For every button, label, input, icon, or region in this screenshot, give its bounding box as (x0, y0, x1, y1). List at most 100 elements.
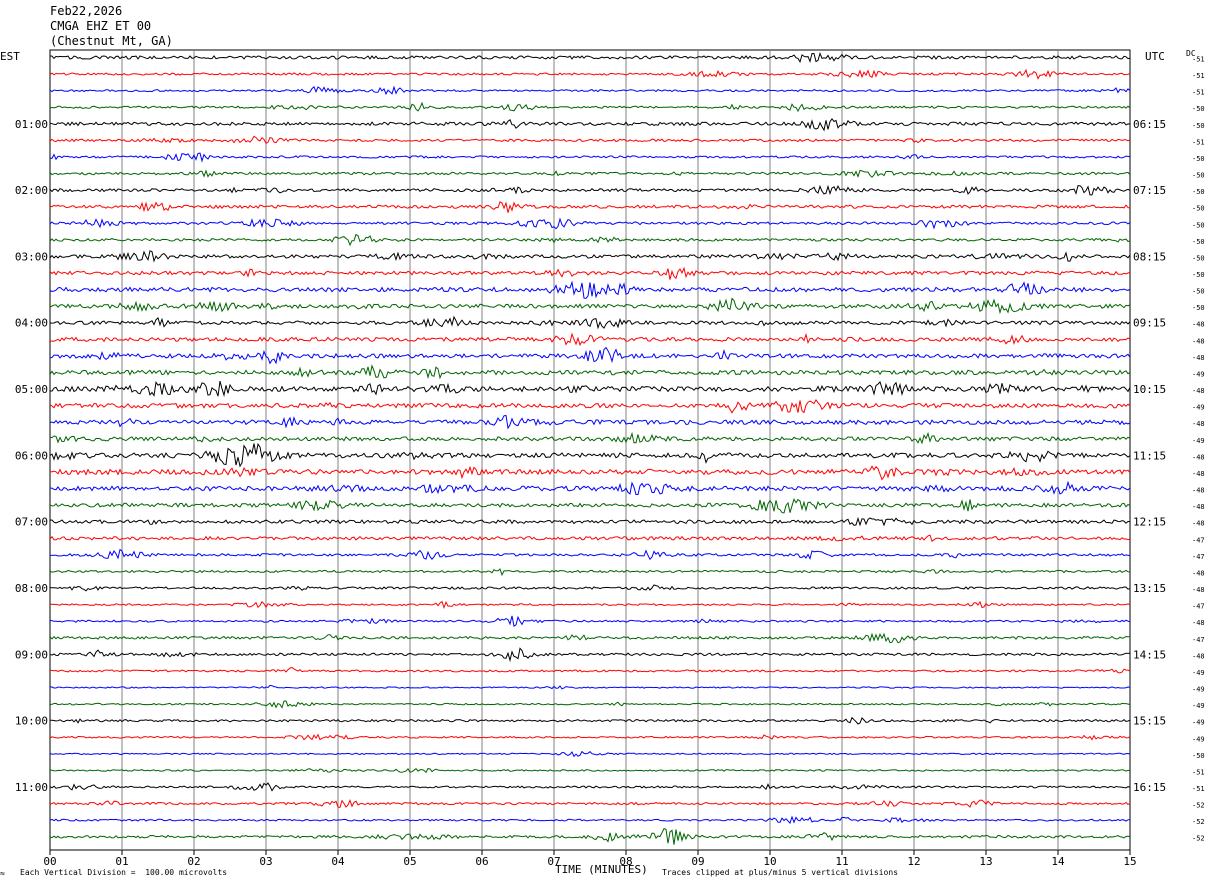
x-tick-label: 11 (835, 855, 848, 868)
right-hour-label: 12:15 (1133, 516, 1166, 529)
x-tick-label: 10 (763, 855, 776, 868)
dc-offset-label: -50 (1192, 155, 1205, 163)
left-hour-label: 09:00 (15, 648, 48, 661)
header-station: CMGA EHZ ET 00 (50, 19, 152, 33)
dc-offset-label: -51 (1192, 55, 1205, 63)
seismic-trace (49, 135, 1131, 144)
x-tick-label: 13 (979, 855, 992, 868)
dc-offset-label: -48 (1192, 321, 1205, 329)
dc-offset-label: -50 (1192, 304, 1205, 312)
seismic-trace (49, 332, 1131, 347)
right-hour-label: 08:15 (1133, 250, 1166, 263)
seismic-trace (49, 117, 1131, 132)
dc-offset-label: -51 (1192, 785, 1205, 793)
dc-offset-label: -50 (1192, 105, 1205, 113)
seismic-trace (49, 600, 1131, 609)
dc-offset-label: -48 (1192, 503, 1205, 511)
seismic-trace (49, 315, 1131, 330)
seismic-trace (49, 497, 1131, 514)
left-hour-label: 02:00 (15, 184, 48, 197)
seismic-trace (49, 217, 1131, 230)
seismic-trace (49, 782, 1131, 792)
x-tick-label: 14 (1051, 855, 1065, 868)
seismic-trace (49, 615, 1131, 627)
seismic-trace (49, 534, 1131, 542)
dc-offset-label: -48 (1192, 569, 1205, 577)
seismic-trace (49, 465, 1131, 481)
seismic-trace (49, 767, 1131, 774)
dc-offset-label: -50 (1192, 188, 1205, 196)
x-tick-label: 15 (1123, 855, 1136, 868)
seismic-trace (49, 414, 1131, 430)
x-axis-title: TIME (MINUTES) (555, 863, 648, 876)
dc-offset-label: -48 (1192, 470, 1205, 478)
dc-offset-label: -47 (1192, 603, 1205, 611)
dc-offset-label: -52 (1192, 802, 1205, 810)
x-tick-label: 06 (475, 855, 488, 868)
seismic-trace (49, 647, 1131, 663)
dc-offset-label: -50 (1192, 238, 1205, 246)
dc-offset-label: -49 (1192, 735, 1205, 743)
footer-right-note: Traces clipped at plus/minus 5 vertical … (662, 868, 899, 877)
seismic-trace (49, 346, 1131, 365)
right-hour-label: 11:15 (1133, 449, 1166, 462)
dc-offset-label: -52 (1192, 835, 1205, 843)
seismic-trace (49, 380, 1131, 398)
dc-offset-label: -51 (1192, 72, 1205, 80)
dc-offset-label: -49 (1192, 702, 1205, 710)
left-hour-label: 04:00 (15, 317, 48, 330)
left-hour-label: 06:00 (15, 449, 48, 462)
dc-offset-label: -49 (1192, 669, 1205, 677)
right-hour-label: 10:15 (1133, 383, 1166, 396)
header-date: Feb22,2026 (50, 4, 123, 18)
dc-offset-label: -49 (1192, 437, 1205, 445)
seismic-trace (49, 297, 1131, 315)
dc-offset-label: -48 (1192, 453, 1205, 461)
seismic-trace (49, 250, 1131, 263)
seismic-trace (49, 51, 1131, 64)
dc-offset-label: -49 (1192, 686, 1205, 694)
dc-offset-label: -48 (1192, 337, 1205, 345)
seismic-trace (49, 398, 1131, 414)
dc-offset-label: -48 (1192, 520, 1205, 528)
seismic-trace (49, 233, 1131, 247)
footer-left-note: Each Vertical Division = 100.00 microvol… (20, 868, 228, 877)
seismic-trace (50, 548, 1131, 561)
x-tick-label: 00 (43, 855, 56, 868)
dc-offset-label: -50 (1192, 254, 1205, 262)
dc-offset-label: -50 (1192, 271, 1205, 279)
seismic-trace (49, 201, 1131, 213)
seismic-trace (49, 799, 1131, 808)
dc-offset-label: -48 (1192, 619, 1205, 627)
dc-offset-label: -47 (1192, 553, 1205, 561)
x-tick-label: 08 (619, 855, 632, 868)
seismic-trace (49, 431, 1131, 445)
left-hour-label: 05:00 (15, 383, 48, 396)
dc-offset-label: -48 (1192, 420, 1205, 428)
plot-frame (49, 49, 1131, 851)
x-tick-label: 09 (691, 855, 704, 868)
right-timezone-label: UTC (1145, 50, 1165, 63)
dc-offset-label: -49 (1192, 404, 1205, 412)
dc-offset-label: -47 (1192, 636, 1205, 644)
right-hour-label: 09:15 (1133, 317, 1166, 330)
right-hour-label: 06:15 (1133, 118, 1166, 131)
seismic-trace (49, 700, 1131, 709)
right-hour-label: 07:15 (1133, 184, 1166, 197)
dc-offset-label: -48 (1192, 652, 1205, 660)
dc-offset-label: -48 (1192, 387, 1205, 395)
x-tick-label: 03 (259, 855, 272, 868)
dc-offset-label: -50 (1192, 288, 1205, 296)
footer-icon: ≈ (0, 869, 5, 878)
x-tick-label: 07 (547, 855, 560, 868)
seismic-trace (49, 442, 1131, 468)
dc-offset-label: -51 (1192, 138, 1205, 146)
seismic-trace (49, 568, 1131, 577)
header-location: (Chestnut Mt, GA) (50, 34, 173, 48)
right-hour-label: 16:15 (1133, 781, 1166, 794)
left-hour-label: 10:00 (15, 715, 48, 728)
dc-offset-label: -51 (1192, 768, 1205, 776)
x-tick-label: 04 (331, 855, 345, 868)
left-hour-label: 07:00 (15, 516, 48, 529)
